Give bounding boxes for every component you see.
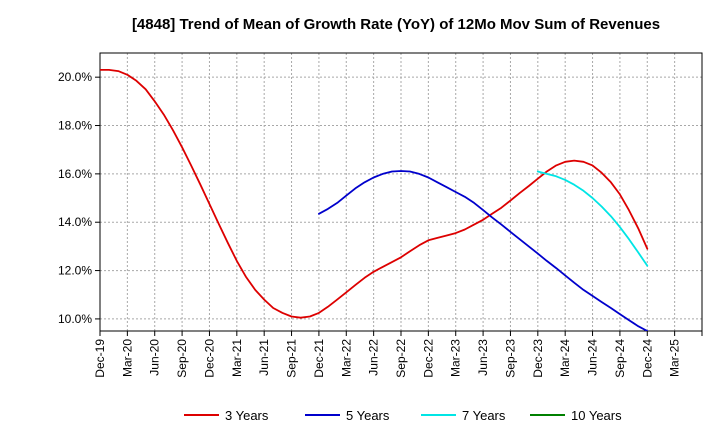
x-tick-label: Dec-24: [640, 339, 654, 378]
x-tick-label: Mar-25: [668, 339, 682, 377]
x-tick-label: Dec-23: [531, 339, 545, 378]
plot-area: 10.0% 12.0% 14.0% 16.0% 18.0% 20.0% Dec-19 Mar-…: [58, 52, 703, 378]
x-tick-label: Sep-20: [175, 339, 189, 378]
legend-label-10-years: 10 Years: [571, 408, 622, 423]
x-tick-label: Mar-20: [120, 339, 134, 377]
legend: 3 Years 5 Years 7 Years 10 Years: [184, 408, 622, 423]
x-tick-label: Dec-21: [312, 339, 326, 378]
x-tick-label: Jun-24: [586, 339, 600, 376]
y-tick-label: 18.0%: [58, 119, 92, 133]
x-tick-label: Dec-19: [93, 339, 107, 378]
x-tick-label: Sep-21: [285, 339, 299, 378]
x-tick-label: Mar-21: [230, 339, 244, 377]
x-tick-label: Mar-24: [558, 339, 572, 377]
x-tick-label: Jun-21: [257, 339, 271, 376]
x-tick-label: Jun-20: [148, 339, 162, 376]
x-tick-label: Mar-22: [339, 339, 353, 377]
series-line-3-years: [100, 69, 649, 319]
y-tick-label: 16.0%: [58, 167, 92, 181]
y-tick-label: 10.0%: [58, 312, 92, 326]
x-tick-label: Sep-23: [503, 339, 517, 378]
y-tick-label: 12.0%: [58, 264, 92, 278]
y-tick-label: 20.0%: [58, 70, 92, 84]
x-tick-label: Sep-22: [394, 339, 408, 378]
x-tick-label: Dec-20: [202, 339, 216, 378]
x-tick-label: Sep-24: [613, 339, 627, 378]
legend-label-3-years: 3 Years: [225, 408, 269, 423]
legend-label-5-years: 5 Years: [346, 408, 390, 423]
x-tick-label: Jun-22: [367, 339, 381, 376]
series-line-7-years: [536, 170, 649, 267]
x-tick-label: Dec-22: [421, 339, 435, 378]
y-tick-label: 14.0%: [58, 215, 92, 229]
x-tick-label: Mar-23: [449, 339, 463, 377]
x-tick-label: Jun-23: [476, 339, 490, 376]
legend-label-7-years: 7 Years: [462, 408, 506, 423]
plot-frame: [99, 52, 703, 332]
chart-title: [4848] Trend of Mean of Growth Rate (YoY…: [132, 16, 660, 33]
series-line-5-years: [318, 170, 649, 331]
